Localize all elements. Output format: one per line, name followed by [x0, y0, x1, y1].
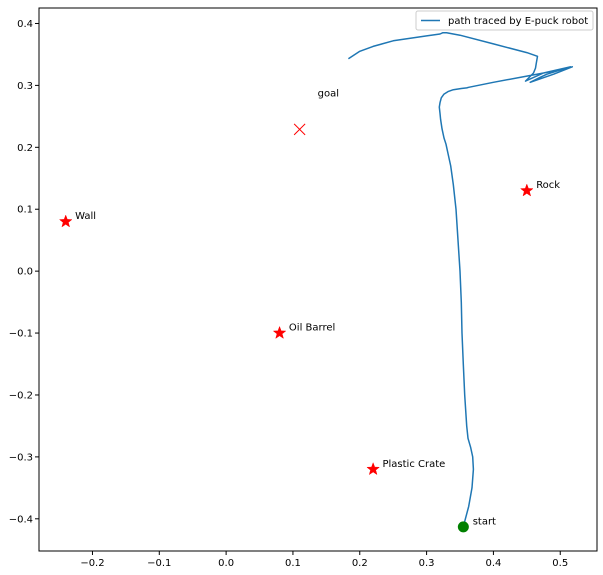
annotation-goal: goal	[318, 89, 339, 100]
y-tick-label: 0.4	[17, 19, 33, 30]
x-tick-label: 0.3	[419, 558, 435, 569]
annotation-oil-barrel: Oil Barrel	[289, 323, 335, 334]
plot-area: goal Wall Rock Oil Barrel Plastic Crate start	[58, 32, 574, 533]
annotation-plastic-crate: Plastic Crate	[382, 459, 445, 470]
y-axis: −0.4 −0.3 −0.2 −0.1 0.0 0.1 0.2 0.3 0.4	[9, 19, 39, 525]
y-tick-label: 0.2	[17, 143, 33, 154]
annotation-start: start	[473, 516, 496, 527]
legend-label-path: path traced by E-puck robot	[448, 16, 588, 27]
y-tick-label: 0.3	[17, 81, 33, 92]
x-tick-label: 0.2	[352, 558, 368, 569]
annotation-rock: Rock	[536, 180, 560, 191]
marker-wall	[58, 214, 73, 228]
x-tick-label: −0.1	[147, 558, 171, 569]
y-tick-label: 0.0	[17, 267, 33, 278]
x-tick-label: 0.5	[552, 558, 568, 569]
y-tick-label: −0.2	[9, 390, 33, 401]
axes-frame	[38, 7, 598, 552]
y-tick-label: 0.1	[17, 205, 33, 216]
x-tick-label: 0.0	[218, 558, 234, 569]
x-tick-label: 0.4	[485, 558, 501, 569]
series-path-line	[347, 32, 574, 528]
x-tick-label: −0.2	[80, 558, 104, 569]
marker-plastic-crate	[366, 462, 380, 476]
legend: path traced by E-puck robot	[415, 10, 594, 31]
marker-rock	[519, 183, 534, 197]
x-axis: −0.2 −0.1 0.0 0.1 0.2 0.3 0.4 0.5	[80, 551, 568, 569]
y-tick-label: −0.3	[9, 452, 33, 463]
annotation-wall: Wall	[75, 211, 96, 222]
x-tick-label: 0.1	[285, 558, 301, 569]
marker-oil-barrel	[272, 325, 287, 339]
y-tick-label: −0.4	[9, 514, 33, 525]
marker-start	[457, 521, 469, 533]
marker-goal	[293, 123, 306, 136]
y-tick-label: −0.1	[9, 329, 33, 340]
legend-box	[415, 10, 594, 31]
